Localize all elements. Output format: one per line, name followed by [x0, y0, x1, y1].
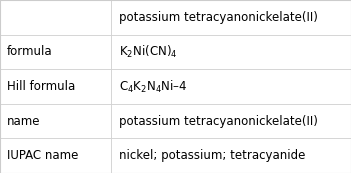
- Bar: [0, 138, 111, 173]
- Bar: [111, 35, 351, 69]
- Text: potassium tetracyanonickelate(II): potassium tetracyanonickelate(II): [119, 11, 318, 24]
- Text: formula: formula: [7, 45, 53, 58]
- Bar: [111, 104, 351, 138]
- Text: potassium tetracyanonickelate(II): potassium tetracyanonickelate(II): [119, 115, 318, 128]
- Bar: [111, 69, 351, 104]
- Text: name: name: [7, 115, 40, 128]
- Text: IUPAC name: IUPAC name: [7, 149, 78, 162]
- Bar: [0, 35, 111, 69]
- Text: K$_2$Ni(CN)$_4$: K$_2$Ni(CN)$_4$: [119, 44, 178, 60]
- Bar: [0, 104, 111, 138]
- Bar: [0, 0, 111, 35]
- Bar: [111, 138, 351, 173]
- Text: nickel; potassium; tetracyanide: nickel; potassium; tetracyanide: [119, 149, 306, 162]
- Text: Hill formula: Hill formula: [7, 80, 75, 93]
- Bar: [111, 0, 351, 35]
- Text: C$_4$K$_2$N$_4$Ni–4: C$_4$K$_2$N$_4$Ni–4: [119, 78, 188, 95]
- Bar: [0, 69, 111, 104]
